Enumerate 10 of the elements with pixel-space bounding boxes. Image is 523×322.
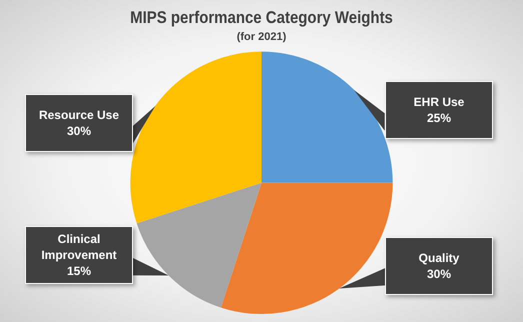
- chart-title: MIPS performance Category Weights: [130, 8, 393, 28]
- chart-subtitle: (for 2021): [236, 31, 287, 44]
- data-label: 30%: [426, 266, 452, 282]
- slice-label: Resource Use: [38, 106, 120, 123]
- slice-label: Quality: [418, 250, 460, 266]
- slice-label: Clinical Improvement: [40, 231, 118, 264]
- data-label: 15%: [66, 263, 92, 280]
- slice-label: EHR Use: [414, 94, 464, 110]
- data-label: 25%: [426, 110, 452, 126]
- data-label: 30%: [66, 122, 92, 139]
